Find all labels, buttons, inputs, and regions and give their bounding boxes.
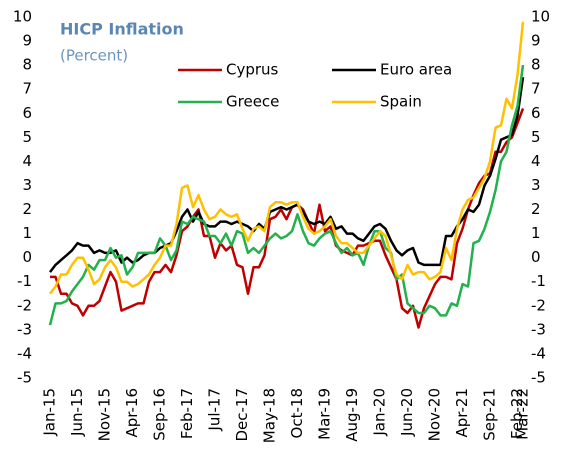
legend-label: Cyprus [226, 61, 279, 79]
y2-tick-label: -1 [531, 272, 546, 290]
y2-tick-label: 4 [531, 152, 541, 170]
chart-title: HICP Inflation [60, 20, 184, 39]
y2-tick-label: -3 [531, 320, 546, 338]
y2-tick-label: 8 [531, 56, 541, 74]
series-line [50, 108, 525, 329]
y2-tick-label: 10 [531, 8, 550, 26]
y-tick-label: -1 [17, 272, 32, 290]
x-tick-label: Oct-18 [288, 388, 306, 438]
x-tick-label: Nov-15 [96, 388, 114, 441]
legend-label: Greece [226, 93, 279, 111]
y2-tick-label: 2 [531, 200, 541, 218]
x-tick-label: Mar-19 [316, 388, 334, 440]
y-tick-label: -4 [17, 344, 32, 362]
y2-tick-label: 7 [531, 80, 541, 98]
y-tick-label: 3 [22, 176, 32, 194]
legend-label: Spain [380, 93, 422, 111]
x-tick-label: May-18 [261, 388, 279, 443]
y2-tick-label: 0 [531, 248, 541, 266]
x-tick-label: Jun-20 [398, 388, 416, 437]
series-line [49, 77, 525, 273]
x-tick-label: Dec-17 [233, 388, 251, 442]
x-tick-label: Feb-22 [508, 388, 526, 439]
y-tick-label: 2 [22, 200, 32, 218]
y-tick-label: 8 [22, 56, 32, 74]
y-tick-label: 5 [22, 128, 32, 146]
x-tick-label: Jul-17 [206, 388, 224, 432]
series-line [49, 21, 525, 295]
y-tick-label: -2 [17, 296, 32, 314]
y2-tick-label: 3 [531, 176, 541, 194]
x-tick-label: Sep-16 [151, 388, 169, 441]
y2-tick-label: -5 [531, 369, 546, 387]
x-tick-label: Mar-22 [514, 388, 532, 440]
y-tick-label: 9 [22, 32, 32, 50]
series-line [48, 64, 525, 326]
x-tick-label: Aug-19 [343, 388, 361, 442]
x-tick-label: Jan-15 [41, 388, 59, 437]
y-tick-label: 0 [22, 248, 32, 266]
chart-subtitle: (Percent) [60, 47, 128, 65]
y2-tick-label: 9 [531, 32, 541, 50]
y-tick-label: -3 [17, 320, 32, 338]
x-tick-label: Apr-16 [123, 388, 141, 438]
y2-tick-label: -2 [531, 296, 546, 314]
y2-tick-label: 6 [531, 104, 541, 122]
x-tick-label: Sep-21 [481, 388, 499, 441]
x-tick-label: Nov-20 [426, 388, 444, 441]
y2-tick-label: 5 [531, 128, 541, 146]
y-tick-label: -5 [17, 369, 32, 387]
x-tick-label: Feb-17 [178, 388, 196, 439]
y-tick-label: 10 [13, 8, 32, 26]
y-tick-label: 4 [22, 152, 32, 170]
y2-tick-label: 1 [531, 224, 541, 242]
y-tick-label: 1 [22, 224, 32, 242]
y2-tick-label: -4 [531, 344, 546, 362]
y-tick-label: 6 [22, 104, 32, 122]
legend-label: Euro area [380, 61, 452, 79]
x-tick-label: Jun-15 [68, 388, 86, 437]
y-tick-label: 7 [22, 80, 32, 98]
x-tick-label: Apr-21 [453, 388, 471, 438]
x-tick-label: Jan-20 [371, 388, 389, 437]
